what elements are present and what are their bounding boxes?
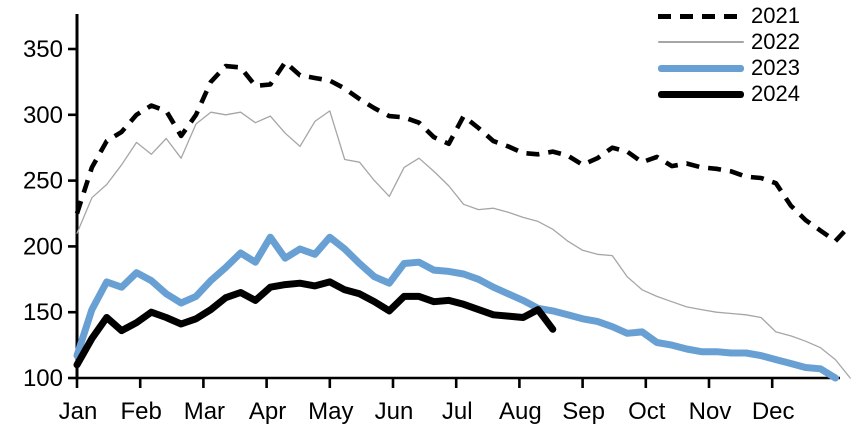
legend-line-sample-2021	[658, 13, 744, 19]
x-axis-label: Nov	[689, 398, 732, 425]
legend-item-2024: 2024	[658, 81, 800, 107]
y-axis-label: 100	[23, 365, 63, 392]
legend-item-2023: 2023	[658, 55, 800, 81]
legend-item-2022: 2022	[658, 29, 800, 55]
legend-label-2022: 2022	[751, 29, 800, 54]
legend-item-2021: 2021	[658, 3, 800, 29]
legend-line-sample-2024	[658, 90, 744, 98]
x-axis-label: Feb	[121, 398, 162, 425]
y-axis-label: 300	[23, 102, 63, 129]
legend-line-sample-2022	[658, 41, 744, 43]
x-axis-label: Aug	[499, 398, 542, 425]
legend-line-sample-2023	[658, 64, 744, 72]
x-axis-label: Sep	[562, 398, 605, 425]
series-line-2023	[73, 233, 839, 382]
series-line-2024	[73, 278, 557, 369]
y-axis-label: 200	[23, 233, 63, 260]
y-axis-label: 150	[23, 299, 63, 326]
chart-legend: 2021 2022 2023 2024	[658, 3, 800, 107]
x-axis-label: Jan	[59, 398, 98, 425]
series-line-2022	[76, 110, 851, 379]
x-axis-label: May	[308, 398, 353, 425]
x-axis-label: Dec	[752, 398, 795, 425]
legend-label-2024: 2024	[751, 81, 800, 106]
x-axis-label: Jul	[442, 398, 473, 425]
x-axis-label: Oct	[628, 398, 666, 425]
y-axis-label: 250	[23, 168, 63, 195]
legend-label-2021: 2021	[751, 3, 800, 28]
y-axis-label: 350	[23, 36, 63, 63]
x-axis-label: Jun	[375, 398, 414, 425]
x-axis-label: Apr	[249, 398, 286, 425]
legend-label-2023: 2023	[751, 55, 800, 80]
series-line-2021	[74, 59, 852, 244]
x-axis-label: Mar	[184, 398, 225, 425]
